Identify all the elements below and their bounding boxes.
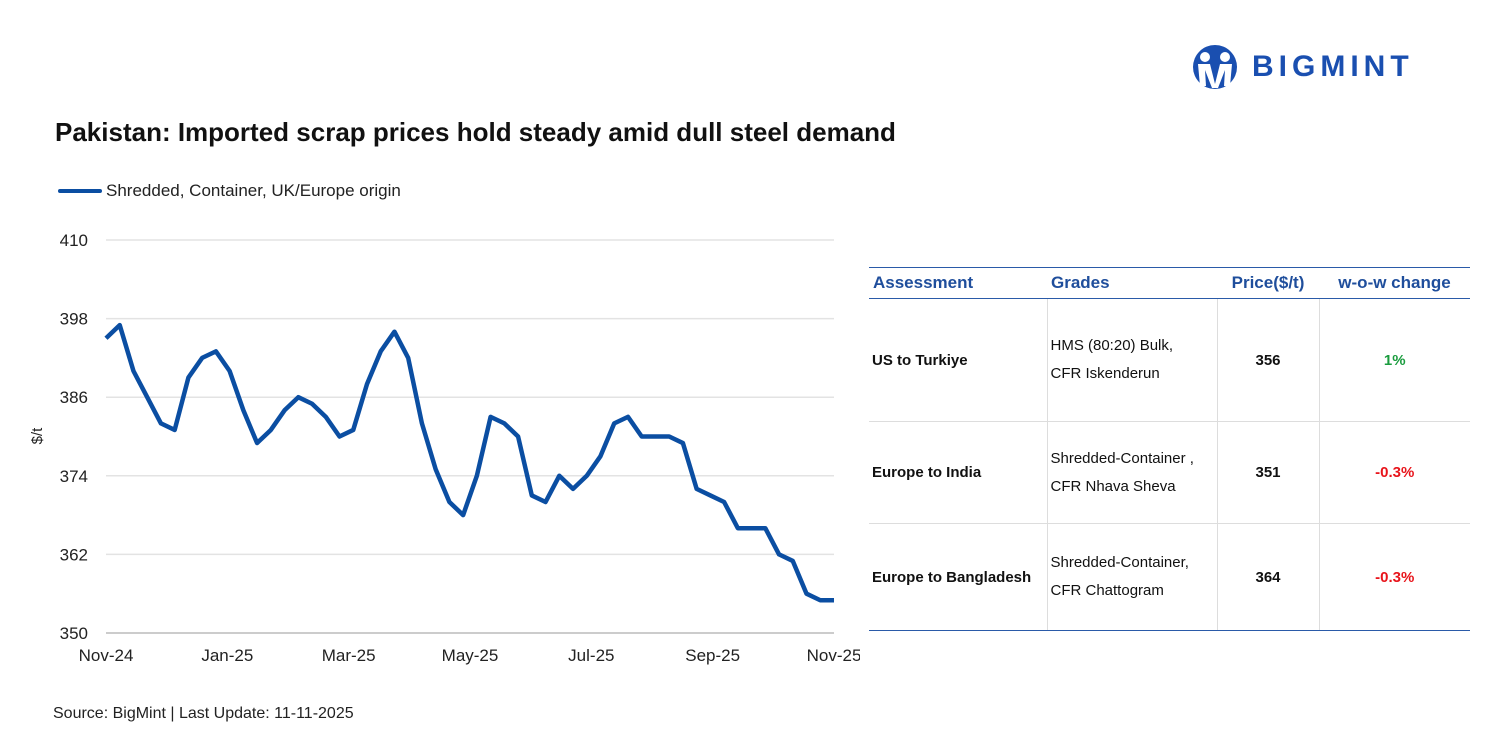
y-tick-label: 350 (60, 624, 88, 643)
price-cell: 364 (1217, 523, 1320, 631)
grade-cell: HMS (80:20) Bulk, CFR Iskenderun (1047, 298, 1218, 422)
source-note: Source: BigMint | Last Update: 11-11-202… (53, 705, 354, 722)
x-tick-label: Jul-25 (568, 646, 614, 665)
header-grades: Grades (1047, 267, 1217, 299)
y-tick-label: 410 (60, 231, 88, 250)
price-cell: 356 (1217, 298, 1320, 422)
line-chart: 410 398 386 374 362 350 Nov-24 Jan-25 Mar-25 May-… (29, 231, 860, 665)
table-row: US to Turkiye HMS (80:20) Bulk, CFR Isken… (869, 298, 1470, 422)
y-tick-label: 374 (60, 467, 88, 486)
y-tick-label: 386 (60, 388, 88, 407)
y-tick-label: 398 (60, 310, 88, 329)
assessment-cell: US to Turkiye (869, 298, 1048, 422)
logo-text: BIGMINT (1252, 50, 1414, 83)
x-tick-label: Mar-25 (322, 646, 376, 665)
y-axis-label: $/t (29, 427, 46, 445)
price-cell: 351 (1217, 421, 1320, 524)
x-tick-label: Sep-25 (685, 646, 740, 665)
header-assessment: Assessment (869, 267, 1047, 299)
series-line (104, 322, 834, 603)
legend: Shredded, Container, UK/Europe origin (58, 181, 401, 201)
grade-line: CFR Nhava Sheva (1050, 477, 1176, 495)
grade-line: Shredded-Container , (1050, 449, 1194, 467)
grade-line: HMS (80:20) Bulk, (1050, 337, 1174, 354)
change-cell: -0.3% (1319, 421, 1470, 524)
header-price: Price($/t) (1217, 267, 1319, 299)
bigmint-logo: BIGMINT (1190, 44, 1414, 90)
header-change: w-o-w change (1319, 267, 1470, 299)
y-tick-label: 362 (60, 545, 88, 564)
assessment-cell: Europe to Bangladesh (869, 523, 1048, 631)
assessment-cell: Europe to India (869, 421, 1048, 524)
legend-swatch (58, 189, 102, 193)
grade-cell: Shredded-Container, CFR Chattogram (1047, 523, 1218, 631)
x-tick-label: Nov-25 (807, 646, 860, 665)
x-tick-label: Nov-24 (79, 646, 134, 665)
price-table: Assessment Grades Price($/t) w-o-w chang… (869, 267, 1470, 631)
logo-people-icon (1193, 45, 1237, 89)
x-tick-label: Jan-25 (201, 646, 253, 665)
change-cell: 1% (1319, 298, 1470, 422)
x-tick-label: May-25 (442, 646, 499, 665)
table-row: Europe to Bangladesh Shredded-Container,… (869, 523, 1470, 631)
chart-title: Pakistan: Imported scrap prices hold ste… (55, 117, 896, 147)
table-row: Europe to India Shredded-Container , CFR … (869, 421, 1470, 524)
grade-line: CFR Iskenderun (1050, 365, 1160, 382)
legend-label: Shredded, Container, UK/Europe origin (106, 181, 401, 200)
grade-line: Shredded-Container, (1050, 554, 1189, 571)
grade-line: CFR Chattogram (1050, 582, 1164, 599)
grade-cell: Shredded-Container , CFR Nhava Sheva (1047, 421, 1218, 524)
change-cell: -0.3% (1319, 523, 1470, 631)
